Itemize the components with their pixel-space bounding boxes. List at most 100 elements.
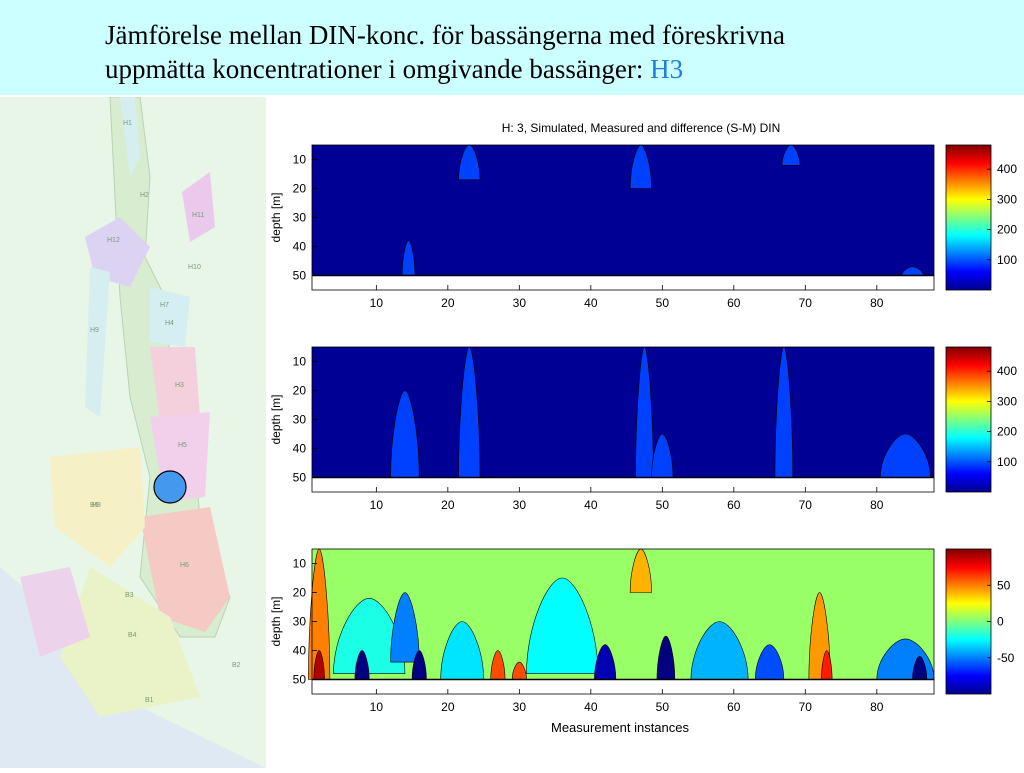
x-tick-label: 60 [727,700,741,714]
y-tick-label: 20 [293,384,307,398]
panel-measured: 10 20 30 40 50 10 20 30 40 50 60 70 80 depth [m] 100 20… [269,346,1017,512]
x-axis-label: Measurement instances [551,720,690,735]
x-tick-label: 60 [727,498,741,512]
x-tick-label: 40 [584,700,598,714]
map-basin-pink [150,347,200,422]
y-tick-label: 50 [293,269,307,283]
colorbar [945,144,992,291]
map-label-h9: H9 [90,327,99,334]
map-north-inlet [120,97,140,177]
colorbar [945,548,992,695]
map-basin-magenta [182,172,215,242]
colorbar-tick-label: 50 [997,578,1011,592]
x-tick-label: 60 [727,296,741,310]
colorbar [945,346,992,493]
map-label-b4: B4 [128,632,137,639]
y-tick-label: 10 [293,153,307,167]
y-tick-label: 40 [293,240,307,254]
map-label-h7: H7 [160,302,169,309]
contour-fill [312,145,934,276]
x-tick-label: 10 [370,498,384,512]
x-tick-label: 40 [584,296,598,310]
colorbar-tick-label: 400 [997,364,1017,378]
map-label-h3: H3 [175,382,184,389]
colorbar-tick-label: 100 [997,455,1017,469]
map-label-h2: H2 [140,192,149,199]
contour-patch [411,650,427,680]
colorbar-tick-label: 200 [997,425,1017,439]
colorbar-tick-label: 300 [997,394,1017,408]
contour-patch [490,650,506,680]
basin-map: H1 H2 H3 H4 H5 H6 H7 H8 H9 H10 H11 H12 B… [0,96,266,768]
map-label-b2: B2 [232,662,241,669]
contour-patch [354,650,370,680]
y-axis-label: depth [m] [269,192,283,242]
x-tick-label: 20 [441,498,455,512]
contour-patch [401,240,416,276]
x-tick-label: 20 [441,700,455,714]
x-tick-label: 70 [799,498,813,512]
y-tick-label: 20 [293,182,307,196]
title-line-1: Jämförelse mellan DIN-konc. för bassänge… [105,20,785,50]
x-tick-label: 50 [656,700,670,714]
x-tick-label: 20 [441,296,455,310]
contour-patch [511,661,527,680]
contour-patch [651,433,674,478]
x-tick-label: 10 [370,700,384,714]
map-label-h10: H10 [188,264,201,271]
map-label-h11: H11 [192,212,204,219]
basin-map-graphic: H1 H2 H3 H4 H5 H6 H7 H8 H9 H10 H11 H12 B… [0,96,266,768]
x-tick-label: 30 [513,700,527,714]
map-label-b5: B5 [90,502,99,509]
y-tick-label: 50 [293,471,307,485]
contour-patch [754,644,785,680]
x-tick-label: 50 [656,498,670,512]
y-axis-label: depth [m] [269,394,283,444]
contour-patch [656,635,676,680]
panel-simulated: 10 20 30 40 50 10 20 30 40 50 60 70 80 depth [m] 100 20… [269,144,1017,310]
colorbar-tick-label: 100 [997,253,1017,267]
map-basin-violet [20,567,90,657]
map-basin-yellow [50,447,145,567]
contour-patch [690,621,749,680]
map-basin-lightyellow [60,567,200,717]
map-strait [85,267,110,417]
y-tick-label: 10 [293,557,307,571]
map-label-h8: H8 [92,502,101,509]
x-tick-label: 80 [870,498,884,512]
colorbar-tick-label: 400 [997,162,1017,176]
map-label-h1: H1 [123,120,132,127]
title-banner: Jämförelse mellan DIN-konc. för bassänge… [0,0,1024,95]
map-basin-red [140,507,230,632]
title-line-2: uppmätta koncentrationer i omgivande bas… [105,54,644,84]
x-tick-label: 50 [656,296,670,310]
contour-patch [594,644,617,680]
slide-title: Jämförelse mellan DIN-konc. för bassänge… [105,18,1005,86]
map-basin-cyan [150,287,190,347]
y-tick-label: 50 [293,673,307,687]
x-tick-label: 80 [870,296,884,310]
map-label-h5: H5 [178,442,187,449]
y-tick-label: 30 [293,413,307,427]
y-tick-label: 30 [293,211,307,225]
y-tick-label: 40 [293,644,307,658]
map-basin-purple [85,217,150,287]
contour-patch [313,650,325,680]
map-sea-area [0,567,266,768]
y-tick-label: 40 [293,442,307,456]
map-label-h4: H4 [165,320,174,327]
colorbar-tick-label: 300 [997,192,1017,206]
contour-figure: H: 3, Simulated, Measured and difference… [269,121,1017,735]
contour-patch [390,390,420,478]
contour-patch [440,621,484,680]
contour-patch [821,650,833,680]
x-tick-label: 30 [513,498,527,512]
x-tick-label: 80 [870,700,884,714]
location-marker [153,470,187,504]
map-label-b1: B1 [145,697,154,704]
map-label-b3: B3 [125,592,134,599]
x-tick-label: 10 [370,296,384,310]
figure-panel: H: 3, Simulated, Measured and difference… [266,105,1024,765]
contour-patch [390,592,420,663]
panel-difference: 10 20 30 40 50 10 20 30 40 50 60 70 80 depth [m] -50 0 5… [269,548,1015,714]
